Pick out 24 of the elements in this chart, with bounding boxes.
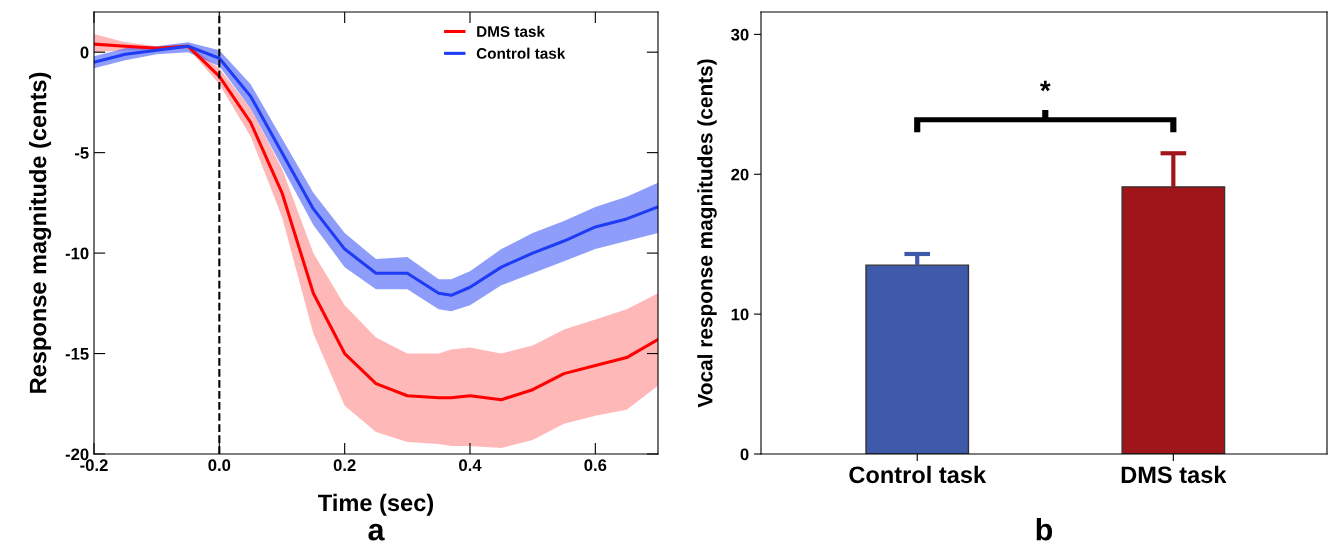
x-tick-label: 0.6 <box>584 459 607 472</box>
x-tick-label: 0.0 <box>208 459 231 472</box>
y-tick-label: -5 <box>74 147 89 159</box>
x-axis-title: Time (sec) <box>318 493 434 516</box>
y-tick-label: 0 <box>740 448 749 461</box>
text: a <box>368 523 385 541</box>
y-tick-label: 20 <box>731 168 749 181</box>
y-tick-label: -10 <box>65 247 89 260</box>
x-tick-label: -0.2 <box>80 459 108 472</box>
y-axis-title: Response magnitude (cents) <box>29 72 52 393</box>
text: b <box>1036 518 1053 541</box>
x-tick-label: DMS task <box>1121 465 1227 484</box>
annotation: * <box>1039 80 1051 92</box>
y-tick-label: 0 <box>80 46 89 59</box>
y-tick-label: -15 <box>65 348 89 360</box>
y-tick-label: 10 <box>731 308 749 321</box>
y-tick-label: 30 <box>731 28 749 41</box>
y-axis-title: Vocal response magnitudes (cents) <box>697 59 717 408</box>
x-tick-label: 0.2 <box>333 459 356 472</box>
legend-label: Control task <box>476 47 566 59</box>
x-tick-label: Control task <box>849 465 987 484</box>
y-tick-label: -20 <box>65 448 89 461</box>
legend-label: DMS task <box>477 25 545 37</box>
x-tick-label: 0.4 <box>459 459 482 472</box>
